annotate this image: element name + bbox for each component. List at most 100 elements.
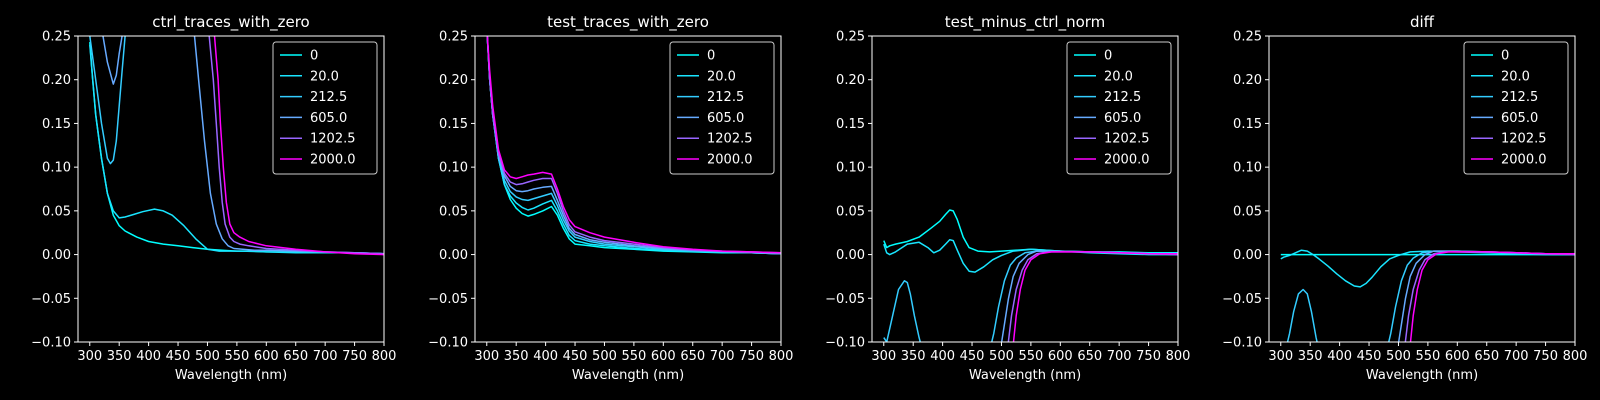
y-tick-label: 0.20: [439, 73, 468, 88]
series-line-1202.5: [486, 36, 781, 254]
legend-label: 2000.0: [1501, 153, 1547, 168]
y-tick-label: 0.10: [1233, 161, 1262, 176]
y-tick-label: 0.25: [1233, 30, 1262, 45]
legend-label: 0: [310, 49, 318, 64]
x-tick-label: 350: [107, 349, 132, 364]
y-tick-label: 0.25: [836, 30, 865, 45]
legend: 0 20.0 212.5 605.0 1202.5 2000.0: [1463, 41, 1569, 175]
x-tick-label: 500: [195, 349, 220, 364]
x-tick-label: 400: [533, 349, 558, 364]
y-tick-label: 0.20: [42, 73, 71, 88]
legend-label: 2000.0: [707, 153, 753, 168]
series-line-20.0: [89, 44, 384, 255]
x-tick-label: 750: [739, 349, 764, 364]
x-tick-label: 300: [871, 349, 896, 364]
chart-title: test_minus_ctrl_norm: [945, 13, 1106, 32]
x-tick-label: 750: [342, 349, 367, 364]
y-tick-label: 0.05: [42, 204, 71, 219]
x-axis-label: Wavelength (nm): [969, 368, 1081, 383]
x-tick-label: 800: [1563, 349, 1588, 364]
chart-title: test_traces_with_zero: [547, 13, 709, 32]
legend: 0 20.0 212.5 605.0 1202.5 2000.0: [669, 41, 775, 175]
legend-label: 212.5: [310, 90, 347, 105]
series-line-2000.0: [1012, 251, 1178, 342]
x-tick-label: 450: [1357, 349, 1382, 364]
x-tick-label: 750: [1533, 349, 1558, 364]
x-tick-label: 300: [474, 349, 499, 364]
y-tick-label: 0.25: [439, 30, 468, 45]
x-tick-label: 650: [1077, 349, 1102, 364]
series-group: [1280, 249, 1575, 342]
y-tick-label: 0.10: [439, 161, 468, 176]
x-tick-label: 650: [1474, 349, 1499, 364]
y-tick-label: 0.15: [42, 117, 71, 132]
legend-box: [669, 41, 775, 175]
legend-label: 605.0: [1104, 111, 1141, 126]
x-tick-label: 600: [651, 349, 676, 364]
x-tick-label: 600: [1445, 349, 1470, 364]
y-tick-label: 0.00: [439, 248, 468, 263]
x-tick-label: 750: [1136, 349, 1161, 364]
series-line-2000.0: [1409, 251, 1575, 342]
legend-label: 1202.5: [310, 132, 356, 147]
x-tick-label: 550: [1018, 349, 1043, 364]
x-tick-label: 650: [283, 349, 308, 364]
series-line-605.0: [102, 36, 384, 255]
series-group: [89, 36, 384, 256]
legend-label: 0: [707, 49, 715, 64]
x-tick-label: 350: [504, 349, 529, 364]
legend: 0 20.0 212.5 605.0 1202.5 2000.0: [1066, 41, 1172, 175]
legend-label: 605.0: [310, 111, 347, 126]
x-tick-label: 450: [960, 349, 985, 364]
y-tick-label: 0.15: [836, 117, 865, 132]
x-axis-label: Wavelength (nm): [572, 368, 684, 383]
legend: 0 20.0 212.5 605.0 1202.5 2000.0: [272, 41, 378, 175]
y-tick-label: 0.05: [439, 204, 468, 219]
axes-frame: [871, 35, 1179, 343]
y-tick-label: −0.10: [31, 336, 71, 351]
series-line-212.5: [486, 36, 781, 255]
series-line-2000.0: [213, 36, 384, 256]
chart-panel-4: diff 300 350 400 450 500 550 600 650 700 750 800 −0.…: [1222, 13, 1587, 383]
x-tick-label: 450: [563, 349, 588, 364]
x-tick-label: 550: [224, 349, 249, 364]
legend-label: 1202.5: [707, 132, 753, 147]
x-tick-label: 550: [621, 349, 646, 364]
axes-frame: [474, 35, 782, 343]
y-tick-label: −0.10: [1222, 336, 1262, 351]
legend-label: 20.0: [1104, 69, 1133, 84]
x-tick-label: 500: [989, 349, 1014, 364]
x-tick-label: 600: [254, 349, 279, 364]
series-line-212.5: [89, 36, 126, 165]
y-tick-label: 0.10: [42, 161, 71, 176]
x-tick-label: 800: [769, 349, 794, 364]
x-tick-label: 700: [710, 349, 735, 364]
y-tick-label: −0.05: [1222, 292, 1262, 307]
legend-label: 212.5: [1104, 90, 1141, 105]
legend-label: 20.0: [707, 69, 736, 84]
x-tick-label: 500: [592, 349, 617, 364]
axes-frame: [77, 35, 385, 343]
x-axis-label: Wavelength (nm): [175, 368, 287, 383]
x-tick-label: 400: [930, 349, 955, 364]
legend-label: 20.0: [1501, 69, 1530, 84]
legend-label: 1202.5: [1104, 132, 1150, 147]
y-tick-label: 0.20: [836, 73, 865, 88]
x-tick-label: 700: [1107, 349, 1132, 364]
y-tick-label: 0.00: [42, 248, 71, 263]
legend-label: 605.0: [707, 111, 744, 126]
x-tick-label: 350: [1298, 349, 1323, 364]
x-tick-label: 300: [77, 349, 102, 364]
series-group: [486, 36, 781, 255]
y-tick-label: 0.20: [1233, 73, 1262, 88]
x-tick-label: 700: [313, 349, 338, 364]
y-tick-label: 0.00: [1233, 248, 1262, 263]
series-group: [883, 209, 1178, 342]
legend-label: 212.5: [1501, 90, 1538, 105]
x-tick-label: 800: [1166, 349, 1191, 364]
chart-panel-1: ctrl_traces_with_zero 300 350 400 450 500 550 6…: [31, 13, 396, 383]
y-tick-label: 0.05: [836, 204, 865, 219]
legend-label: 605.0: [1501, 111, 1538, 126]
series-line-2000.0: [486, 36, 781, 254]
